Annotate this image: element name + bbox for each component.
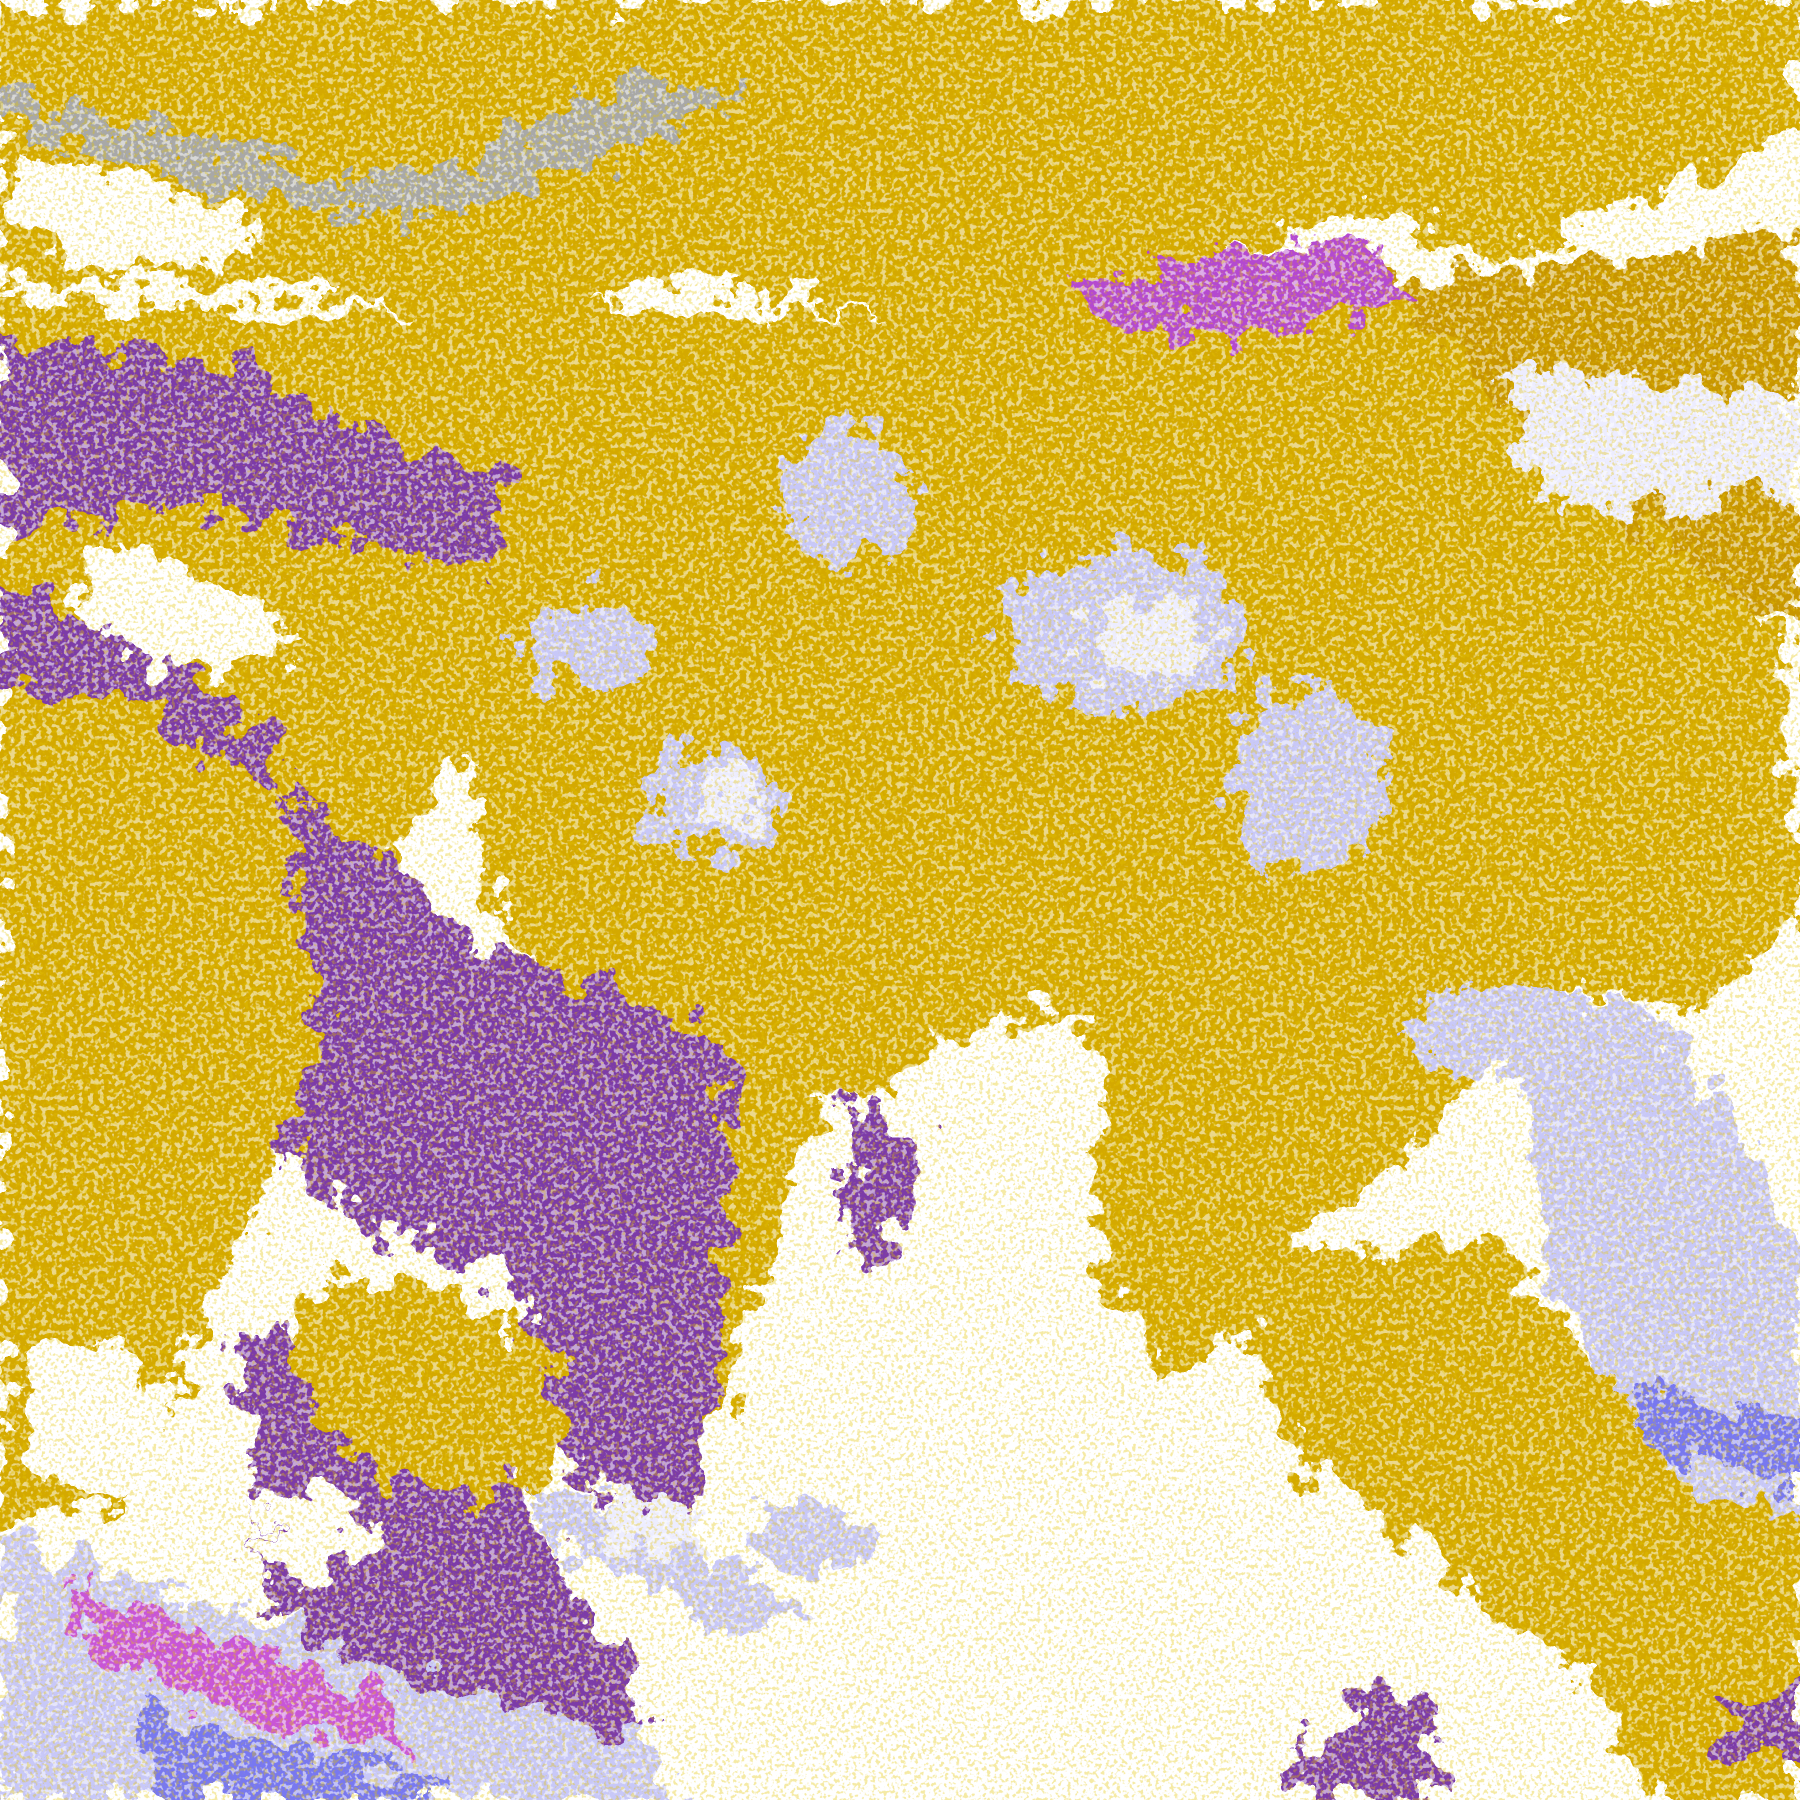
page: {} xyxy=(0,0,1800,1800)
satellite-image xyxy=(0,0,1800,1800)
texture xyxy=(0,0,1800,1800)
